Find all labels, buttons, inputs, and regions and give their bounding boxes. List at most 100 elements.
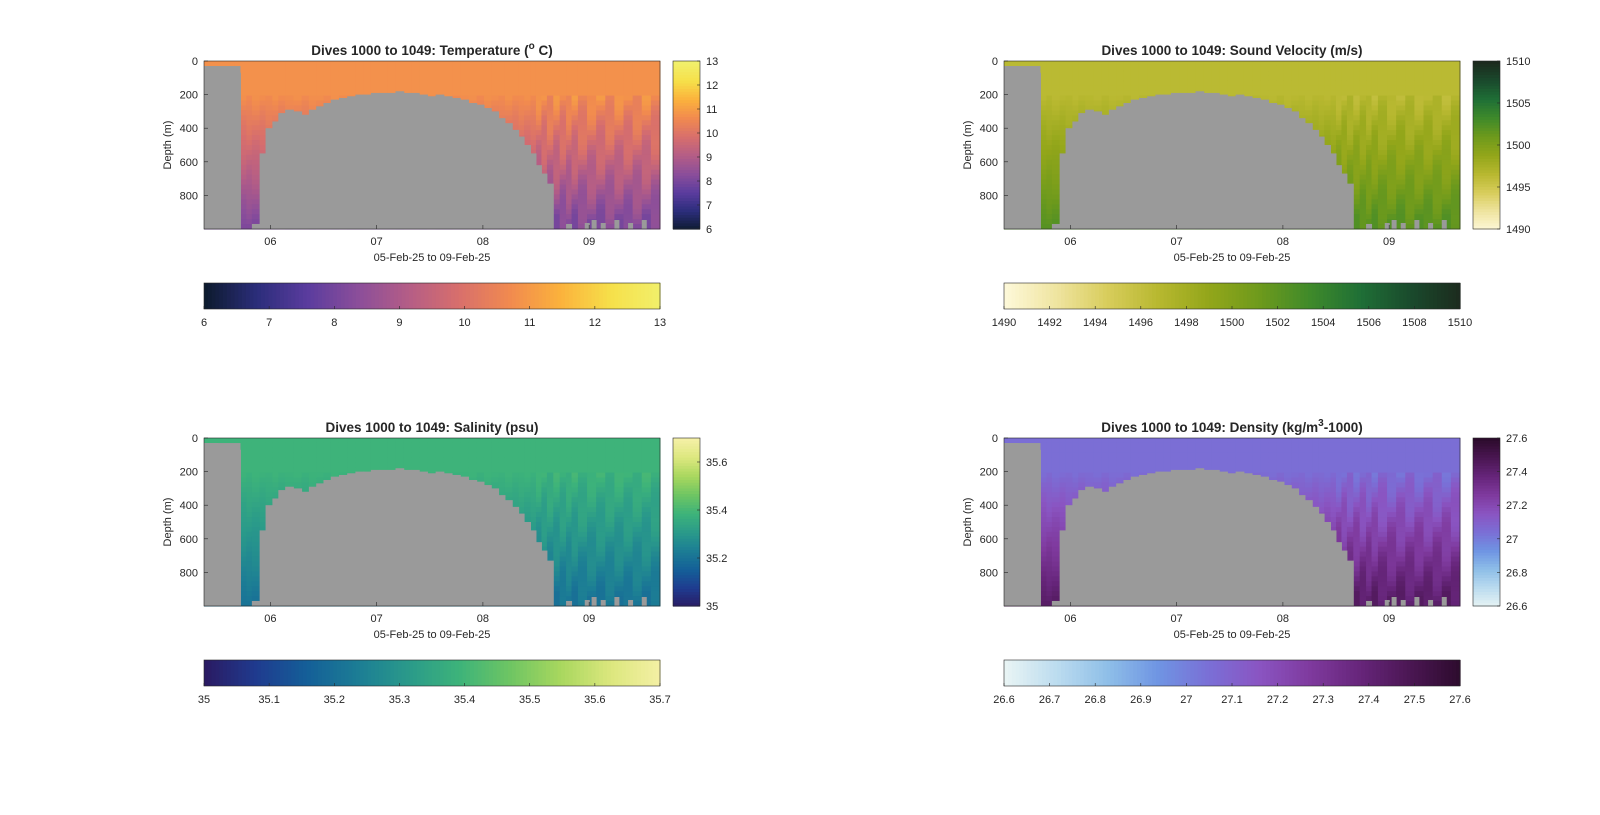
data-cell [272, 105, 279, 111]
data-cell [530, 140, 537, 146]
data-cell [641, 65, 652, 72]
data-cell [1324, 65, 1331, 72]
data-cell [251, 507, 261, 513]
data-cell [251, 536, 261, 543]
colorbar-segment [1091, 283, 1096, 309]
colorbar-segment [1277, 283, 1282, 309]
data-cell [1040, 169, 1047, 176]
data-cell [1268, 85, 1278, 92]
colorbar-segment [1053, 283, 1058, 309]
data-cell [587, 159, 597, 166]
data-cell [240, 477, 247, 483]
data-cell [1040, 80, 1047, 87]
data-cell [1371, 125, 1379, 131]
data-cell [1423, 120, 1434, 126]
data-cell [246, 219, 253, 225]
data-cell [1366, 219, 1373, 225]
colorbar-segment [1232, 283, 1237, 309]
data-cell [1366, 174, 1373, 181]
data-cell [1346, 179, 1354, 186]
data-cell [614, 125, 625, 131]
data-cell [605, 224, 615, 230]
data-cell [1195, 70, 1205, 77]
data-cell [566, 204, 573, 210]
data-cell [1396, 149, 1406, 156]
data-cell [1260, 61, 1269, 67]
data-cell [530, 100, 537, 106]
data-cell [1441, 169, 1452, 176]
data-cell [1051, 65, 1061, 72]
data-cell [1414, 105, 1425, 111]
data-cell [541, 95, 548, 102]
data-cell [285, 65, 294, 72]
data-cell [587, 164, 597, 171]
data-cell [363, 90, 372, 97]
data-cell [1353, 70, 1361, 77]
data-cell [1040, 194, 1047, 200]
data-cell [1366, 75, 1373, 82]
data-cell [246, 174, 253, 181]
data-cell [251, 115, 261, 121]
data-cell [1414, 140, 1425, 146]
y-tick-label: 600 [180, 157, 198, 169]
x-tick-label: 07 [371, 236, 383, 248]
data-cell [524, 100, 531, 106]
data-cell [1335, 80, 1342, 87]
data-cell [1116, 65, 1124, 72]
data-cell [246, 536, 253, 543]
data-cell [1366, 189, 1373, 195]
data-cell [553, 125, 561, 131]
data-cell [278, 100, 286, 106]
colorbar-segment [1441, 283, 1446, 309]
data-cell [1093, 75, 1103, 82]
colorbar-segment [276, 283, 281, 309]
data-cell [1450, 65, 1461, 72]
data-cell [1235, 90, 1245, 97]
data-cell [541, 65, 548, 72]
data-cell [566, 130, 573, 136]
data-cell [240, 561, 247, 567]
data-cell [259, 130, 267, 136]
data-cell [1423, 115, 1434, 121]
data-cell [566, 179, 573, 186]
data-cell [330, 61, 340, 67]
data-cell [1291, 95, 1300, 102]
data-cell [1059, 140, 1067, 146]
nodata-column [1341, 173, 1348, 229]
colorbar-segment [1159, 283, 1165, 309]
data-cell [632, 75, 643, 82]
data-cell [240, 551, 247, 558]
data-cell [1046, 179, 1053, 186]
data-cell [1346, 95, 1354, 102]
data-cell [605, 110, 615, 116]
data-cell [1432, 85, 1443, 92]
colorbar-segment [673, 133, 700, 138]
colorbar-segment [1080, 283, 1085, 309]
data-cell [259, 502, 267, 508]
data-cell [240, 442, 247, 449]
colorbar-segment [1140, 283, 1146, 309]
data-cell [571, 115, 579, 121]
colorbar-segment [1473, 226, 1500, 230]
data-cell [316, 75, 324, 82]
colorbar-segment [280, 283, 285, 309]
data-cell [1051, 80, 1061, 87]
data-cell [530, 95, 537, 102]
data-cell [530, 149, 537, 156]
data-cell [1051, 214, 1061, 220]
data-cell [1108, 95, 1117, 102]
data-cell [1046, 100, 1053, 106]
data-cell [577, 194, 588, 200]
data-cell [251, 447, 261, 454]
data-cell [1441, 85, 1452, 92]
data-cell [1432, 130, 1443, 136]
data-cell [301, 70, 310, 77]
data-cell [596, 140, 606, 146]
horizontal-colorbar-tick-label: 9 [396, 317, 402, 329]
colorbar-segment [673, 142, 700, 146]
data-cell [553, 70, 561, 77]
data-cell [278, 80, 286, 87]
data-cell [1366, 140, 1373, 146]
data-cell [1396, 110, 1406, 116]
data-cell [1423, 135, 1434, 141]
